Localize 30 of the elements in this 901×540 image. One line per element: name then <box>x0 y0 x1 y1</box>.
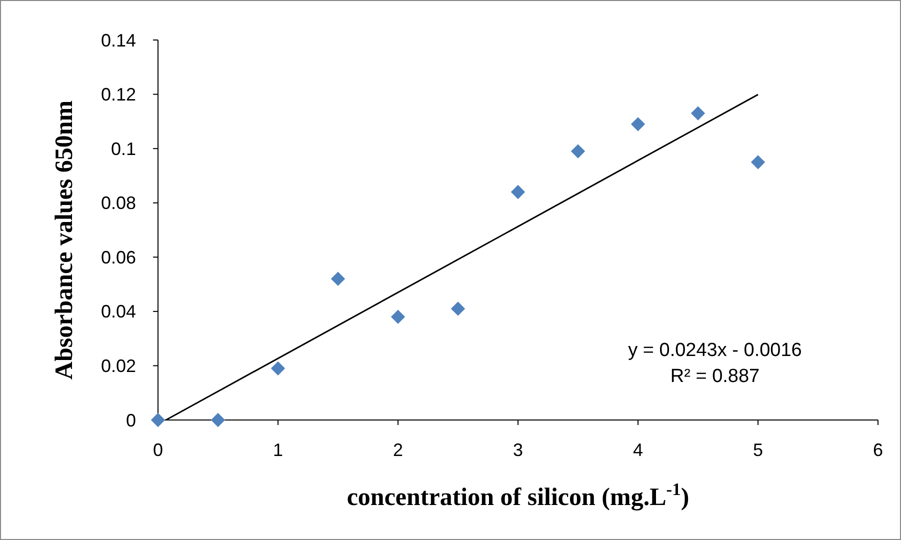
x-tick-label: 3 <box>512 440 524 460</box>
y-tick-label: 0.04 <box>100 302 136 322</box>
annotation: y = 0.0243x - 0.0016 <box>628 340 802 361</box>
y-tick-label: 0.02 <box>100 356 136 376</box>
point <box>390 310 406 324</box>
x-tick-label: 4 <box>632 440 644 460</box>
point <box>510 184 526 200</box>
point <box>570 144 586 158</box>
y-tick-label: 0 <box>126 410 136 430</box>
point <box>450 302 466 316</box>
point <box>630 117 646 132</box>
x-tick-label: 1 <box>272 440 284 460</box>
x-tick-label: 0 <box>152 440 164 460</box>
y-axis-title: Absorbance values 650nm <box>51 100 78 380</box>
y-tick-label: 0.08 <box>100 193 136 214</box>
y-tick-label: 0.1 <box>110 138 136 159</box>
x-axis-title: concentration of silicon (mg.L$^{-1}$) <box>346 479 690 511</box>
y-tick-label: 0.12 <box>100 84 136 105</box>
point <box>270 361 286 376</box>
x-tick-label: 6 <box>872 440 884 460</box>
y-tick-label: 0.14 <box>100 30 136 50</box>
point <box>210 412 226 428</box>
x-tick-label: 5 <box>752 440 764 460</box>
annotation: R² = 0.887 <box>670 366 760 387</box>
point <box>690 106 706 120</box>
point <box>330 272 346 286</box>
x-tick-label: 2 <box>392 440 404 460</box>
point <box>150 412 166 428</box>
y-tick-label: 0.06 <box>100 247 136 268</box>
point <box>750 155 766 170</box>
